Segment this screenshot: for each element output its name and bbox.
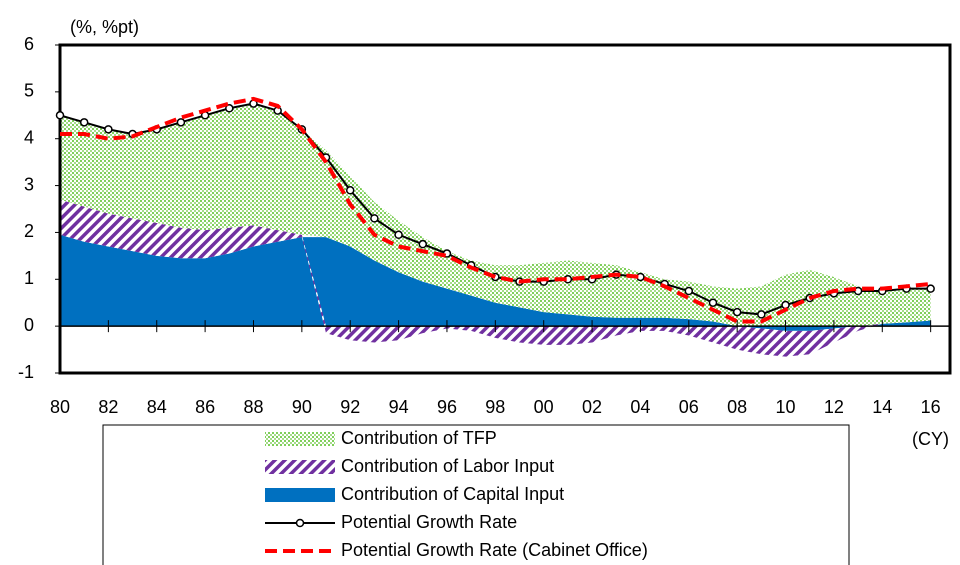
line-marker — [370, 214, 379, 223]
line-marker — [55, 111, 65, 120]
line-marker — [345, 186, 355, 195]
x-tick-label: 80 — [50, 397, 70, 417]
line-marker — [708, 298, 718, 307]
y-tick-label: 5 — [24, 81, 34, 101]
y-unit: (%, %pt) — [70, 17, 139, 37]
y-tick-label: -1 — [18, 362, 34, 382]
line-marker — [781, 300, 790, 310]
x-tick-label: 08 — [727, 397, 747, 417]
x-tick-label: 16 — [921, 397, 941, 417]
x-tick-label: 02 — [582, 397, 602, 417]
x-tick-label: 90 — [292, 397, 312, 417]
line-marker — [732, 307, 742, 317]
area — [60, 103, 931, 327]
line-marker — [225, 104, 234, 113]
legend-swatch — [265, 460, 335, 474]
legend-box — [102, 424, 850, 565]
x-tick-label: 92 — [340, 397, 360, 417]
line-marker — [757, 310, 766, 319]
line-marker — [176, 118, 186, 127]
legend-label: Contribution of Capital Input — [341, 484, 564, 504]
x-tick-label: 10 — [776, 397, 796, 417]
line — [60, 96, 931, 324]
legend-marker — [295, 518, 305, 528]
area — [60, 199, 931, 357]
x-tick-label: 06 — [679, 397, 699, 417]
x-tick-label: 12 — [824, 397, 844, 417]
line-marker — [79, 118, 89, 127]
legend-label: Potential Growth Rate (Cabinet Office) — [341, 540, 648, 560]
legend-label: Potential Growth Rate — [341, 512, 517, 532]
y-tick-label: 4 — [24, 127, 34, 147]
legend-label: Contribution of TFP — [341, 428, 497, 448]
x-tick-label: 94 — [389, 397, 409, 417]
line-marker — [684, 286, 694, 296]
line-marker — [926, 284, 935, 293]
line-marker — [394, 230, 403, 240]
y-tick-label: 3 — [24, 174, 34, 194]
y-tick-label: 6 — [24, 34, 34, 54]
legend-swatch — [265, 488, 335, 502]
x-tick-label: 82 — [98, 397, 118, 417]
x-tick-label: 86 — [195, 397, 215, 417]
x-tick-label: 84 — [147, 397, 167, 417]
x-tick-label: 96 — [437, 397, 457, 417]
x-tick-label: 98 — [485, 397, 505, 417]
x-tick-label: 14 — [872, 397, 892, 417]
y-tick-label: 1 — [24, 268, 34, 288]
area — [60, 234, 931, 331]
legend-swatch — [265, 432, 335, 446]
x-tick-label: 00 — [534, 397, 554, 417]
x-tick-label: 88 — [243, 397, 263, 417]
y-tick-label: 0 — [24, 315, 34, 335]
line-marker — [418, 239, 428, 249]
y-tick-label: 2 — [24, 221, 34, 241]
plot-frame — [58, 43, 952, 375]
line-marker — [104, 125, 113, 134]
legend-label: Contribution of Labor Input — [341, 456, 554, 476]
x-unit: (CY) — [912, 429, 949, 449]
x-tick-label: 04 — [630, 397, 650, 417]
